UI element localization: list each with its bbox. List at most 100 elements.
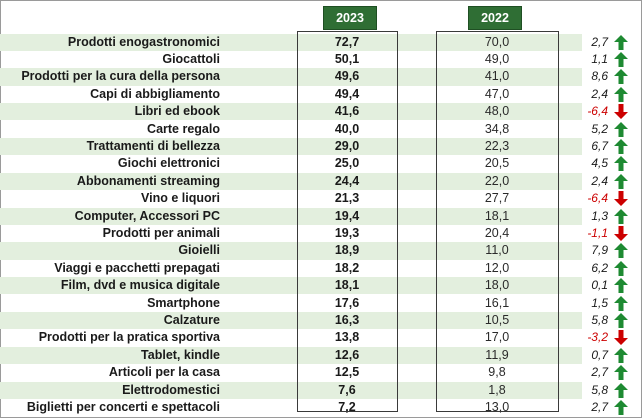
row-category-label: Computer, Accessori PC	[74, 208, 220, 223]
row-category-label: Trattamenti di bellezza	[86, 138, 220, 153]
value-2023: 19,3	[334, 225, 360, 240]
row-category-label: Giochi elettronici	[117, 156, 220, 171]
header-2023: 2023	[323, 6, 377, 30]
row-category-label: Giocattoli	[162, 51, 220, 66]
table-row: Articoli per la casa 12,5 9,8 2,7	[0, 364, 628, 381]
delta-value: -1,1	[587, 225, 608, 240]
delta-value: 2,7	[591, 34, 608, 49]
arrow-up-icon	[614, 382, 628, 398]
delta-value: 2,4	[591, 173, 608, 188]
column-2022-outline	[436, 31, 559, 412]
value-2022: 10,5	[484, 312, 510, 327]
value-2022: 11,9	[485, 347, 509, 362]
value-2023: 16,3	[334, 312, 360, 327]
delta-value: 1,5	[591, 295, 608, 310]
value-2022: 13,0	[484, 399, 510, 414]
value-2023: 18,2	[334, 260, 360, 275]
value-2023: 13,8	[334, 330, 360, 345]
delta-value: -6,4	[587, 191, 608, 206]
value-2023: 49,4	[334, 86, 360, 101]
table-row: Prodotti per la pratica sportiva 13,8 17,0…	[0, 329, 628, 346]
value-2022: 22,0	[484, 173, 510, 188]
value-2023: 7,6	[338, 382, 356, 397]
value-2023: 7,2	[338, 399, 356, 414]
delta-value: 8,6	[591, 69, 608, 84]
arrow-up-icon	[614, 138, 628, 154]
row-category-label: Carte regalo	[147, 121, 220, 136]
delta-value: 6,7	[591, 138, 608, 153]
delta-value: 7,9	[591, 243, 608, 258]
delta-value: -6,4	[587, 104, 608, 119]
arrow-up-icon	[614, 278, 628, 294]
value-2023: 29,0	[334, 138, 360, 153]
value-2022: 12,0	[484, 260, 510, 275]
arrow-up-icon	[614, 34, 628, 50]
row-category-label: Calzature	[163, 312, 220, 327]
delta-value: 0,1	[591, 278, 608, 293]
value-2023: 18,1	[334, 278, 360, 293]
table-row: Smartphone 17,6 16,1 1,5	[0, 295, 628, 312]
value-2023: 41,6	[334, 104, 360, 119]
arrow-down-icon	[614, 104, 628, 120]
arrow-up-icon	[614, 69, 628, 85]
arrow-up-icon	[614, 121, 628, 137]
arrow-down-icon	[614, 191, 628, 207]
value-2022: 16,1	[484, 295, 510, 310]
value-2023: 12,6	[334, 347, 360, 362]
table-row: Capi di abbigliamento 49,4 47,0 2,4	[0, 86, 628, 103]
value-2022: 48,0	[484, 104, 510, 119]
table-row: Giocattoli 50,1 49,0 1,1	[0, 51, 628, 68]
delta-value: 0,7	[591, 347, 608, 362]
row-category-label: Prodotti enogastronomici	[67, 34, 220, 49]
arrow-down-icon	[614, 225, 628, 241]
arrow-up-icon	[614, 208, 628, 224]
value-2023: 49,6	[334, 69, 360, 84]
arrow-up-icon	[614, 260, 628, 276]
value-2022: 47,0	[484, 86, 510, 101]
delta-value: 1,3	[591, 208, 608, 223]
value-2022: 17,0	[484, 330, 510, 345]
value-2023: 24,4	[334, 173, 360, 188]
row-category-label: Elettrodomestici	[122, 382, 220, 397]
table-row: Biglietti per concerti e spettacoli 7,2 13…	[0, 399, 628, 416]
value-2022: 20,5	[484, 156, 510, 171]
delta-value: 2,7	[591, 365, 608, 380]
arrow-up-icon	[614, 399, 628, 415]
delta-value: 5,8	[591, 312, 608, 327]
row-category-label: Abbonamenti streaming	[76, 173, 220, 188]
value-2022: 27,7	[484, 191, 510, 206]
arrow-up-icon	[614, 173, 628, 189]
value-2023: 12,5	[334, 365, 360, 380]
row-category-label: Biglietti per concerti e spettacoli	[26, 399, 220, 414]
value-2022: 22,3	[484, 138, 510, 153]
table-row: Viaggi e pacchetti prepagati 18,2 12,0 6,2	[0, 260, 628, 277]
arrow-up-icon	[614, 156, 628, 172]
value-2022: 34,8	[484, 121, 510, 136]
arrow-up-icon	[614, 295, 628, 311]
arrow-up-icon	[614, 51, 628, 67]
row-category-label: Smartphone	[147, 295, 220, 310]
delta-value: 4,5	[591, 156, 608, 171]
row-category-label: Articoli per la casa	[108, 365, 220, 380]
delta-value: 2,7	[591, 399, 608, 414]
arrow-up-icon	[614, 243, 628, 259]
value-2022: 70,0	[484, 34, 510, 49]
value-2022: 49,0	[484, 51, 510, 66]
delta-value: 2,4	[591, 86, 608, 101]
row-category-label: Libri ed ebook	[134, 104, 220, 119]
value-2022: 1,8	[488, 382, 506, 397]
header-2022: 2022	[468, 6, 522, 30]
value-2022: 18,1	[484, 208, 510, 223]
row-category-label: Viaggi e pacchetti prepagati	[54, 260, 220, 275]
table-row: Giochi elettronici 25,0 20,5 4,5	[0, 155, 628, 172]
value-2023: 40,0	[334, 121, 360, 136]
value-2023: 21,3	[334, 191, 360, 206]
row-category-label: Capi di abbigliamento	[90, 86, 220, 101]
value-2022: 20,4	[484, 225, 510, 240]
arrow-up-icon	[614, 312, 628, 328]
delta-value: 5,2	[591, 121, 608, 136]
row-category-label: Prodotti per la cura della persona	[21, 69, 220, 84]
delta-value: 1,1	[591, 51, 608, 66]
delta-value: 5,8	[591, 382, 608, 397]
value-2022: 9,8	[488, 365, 506, 380]
